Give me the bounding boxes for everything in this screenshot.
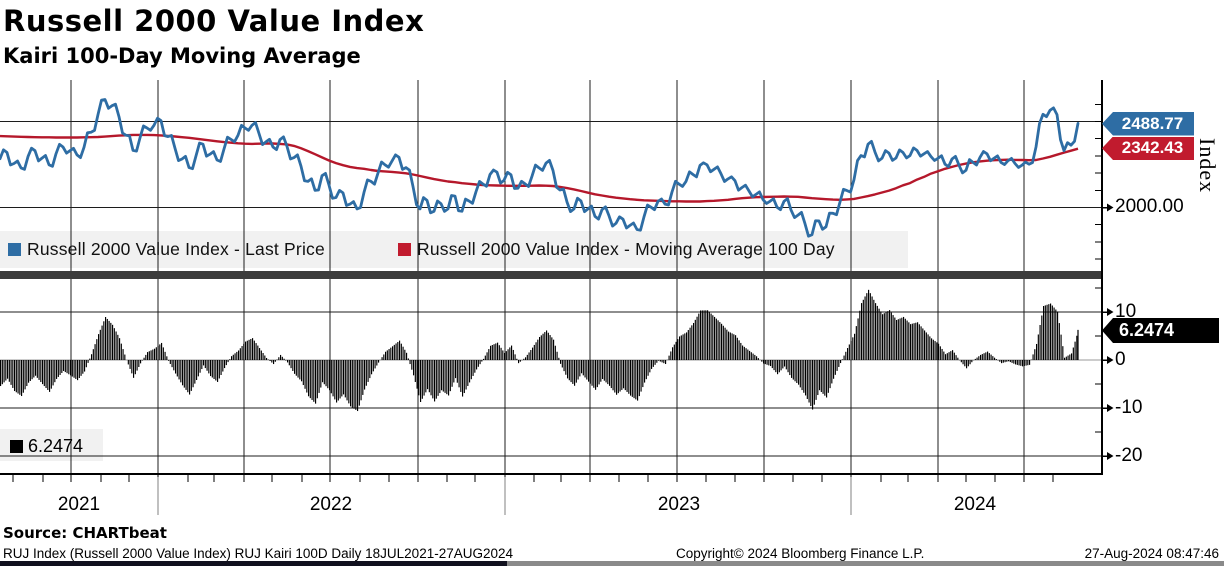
kairi-axis-tick-0: 0 bbox=[1115, 349, 1126, 370]
kairi-axis-tick-10: 10 bbox=[1115, 301, 1137, 322]
kairi-value-badge: 6.2474 bbox=[1102, 318, 1219, 343]
price-axis-title: Index bbox=[1195, 138, 1220, 194]
legend-item-moving-average[interactable]: Russell 2000 Value Index - Moving Averag… bbox=[398, 239, 835, 260]
kairi-axis-tick-neg10: -10 bbox=[1115, 397, 1143, 418]
top-legend: Russell 2000 Value Index - Last Price Ru… bbox=[0, 231, 908, 268]
last-price-swatch-icon bbox=[8, 243, 21, 256]
moving-average-badge: 2342.43 bbox=[1102, 136, 1194, 160]
legend-item-last-price[interactable]: Russell 2000 Value Index - Last Price bbox=[8, 239, 325, 260]
x-axis-year-2024: 2024 bbox=[953, 494, 997, 515]
page-subtitle: Kairi 100-Day Moving Average bbox=[3, 44, 361, 68]
kairi-swatch-icon bbox=[10, 440, 23, 453]
legend-item-label: Russell 2000 Value Index - Moving Averag… bbox=[417, 239, 835, 259]
kairi-legend-value: 6.2474 bbox=[28, 436, 84, 456]
x-axis-year-2023: 2023 bbox=[657, 494, 701, 515]
x-axis-year-2022: 2022 bbox=[309, 494, 353, 515]
kairi-axis-tick-neg20: -20 bbox=[1115, 445, 1143, 466]
legend-item-label: Russell 2000 Value Index - Last Price bbox=[27, 239, 325, 259]
page-title: Russell 2000 Value Index bbox=[3, 4, 425, 38]
copyright-notice: Copyright© 2024 Bloomberg Finance L.P. bbox=[676, 546, 925, 561]
last-price-badge: 2488.77 bbox=[1102, 112, 1194, 136]
x-axis-year-2021: 2021 bbox=[57, 494, 101, 515]
security-description: RUJ Index (Russell 2000 Value Index) RUJ… bbox=[3, 546, 514, 561]
moving-average-swatch-icon bbox=[398, 243, 411, 256]
bottom-legend[interactable]: 6.2474 bbox=[10, 436, 83, 457]
timestamp: 27-Aug-2024 08:47:46 bbox=[1084, 546, 1219, 561]
price-axis-tick-2000: 2000.00 bbox=[1115, 196, 1184, 217]
source-line: Source: CHARTbeat bbox=[3, 524, 167, 542]
